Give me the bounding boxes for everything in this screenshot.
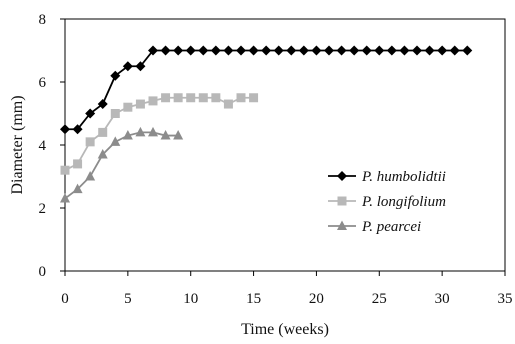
x-tick-label: 30 <box>435 291 450 307</box>
legend-item: P. humbolidtii <box>328 169 446 185</box>
y-tick-label: 8 <box>39 12 47 28</box>
data-point <box>261 45 272 56</box>
data-point <box>148 96 158 106</box>
data-point <box>110 70 121 81</box>
y-axis: 0 2 4 6 8 <box>39 12 65 280</box>
x-tick-label: 15 <box>246 291 261 307</box>
data-point <box>424 45 435 56</box>
data-point <box>85 171 96 181</box>
data-point <box>85 137 95 147</box>
data-point <box>173 93 183 103</box>
data-point <box>135 99 145 109</box>
series-2 <box>60 93 259 175</box>
legend: P. humbolidtii P. longifolium P. pearcei <box>328 169 446 235</box>
data-point <box>161 93 171 103</box>
data-point <box>286 45 297 56</box>
x-tick-label: 35 <box>498 291 513 307</box>
data-point <box>97 99 108 110</box>
data-point <box>72 124 83 135</box>
x-tick-label: 25 <box>372 291 387 307</box>
data-point <box>122 61 133 72</box>
data-point <box>437 45 448 56</box>
data-point <box>85 108 96 119</box>
data-point <box>273 45 284 56</box>
legend-item: P. longifolium <box>328 194 446 210</box>
data-point <box>211 93 221 103</box>
data-point <box>98 127 108 137</box>
data-point <box>236 93 246 103</box>
data-point <box>236 45 246 56</box>
data-point <box>198 93 208 103</box>
data-point <box>73 159 83 169</box>
data-point <box>249 93 259 103</box>
data-point <box>148 45 158 56</box>
data-point <box>160 130 171 140</box>
y-tick-label: 4 <box>39 138 47 154</box>
data-point <box>148 126 158 137</box>
x-tick-label: 0 <box>61 291 69 307</box>
x-tick-label: 10 <box>183 291 198 307</box>
data-point <box>160 45 171 56</box>
data-point <box>349 45 360 56</box>
y-tick-label: 6 <box>39 75 47 91</box>
data-point <box>186 93 196 103</box>
series-1 <box>60 45 473 135</box>
legend-label: P. longifolium <box>361 194 446 210</box>
data-point <box>60 165 70 175</box>
data-point <box>110 109 120 118</box>
series-line <box>64 96 254 172</box>
data-point <box>110 136 121 146</box>
data-point <box>311 45 322 56</box>
data-point <box>399 45 410 56</box>
series-3 <box>60 126 184 203</box>
data-point <box>223 99 233 109</box>
data-point <box>173 45 184 56</box>
data-point <box>462 45 473 56</box>
data-point <box>198 45 209 56</box>
data-point <box>248 45 259 56</box>
legend-label: P. pearcei <box>361 219 421 235</box>
x-tick-label: 20 <box>309 291 324 307</box>
y-tick-label: 0 <box>39 264 47 280</box>
plot-frame <box>64 18 506 272</box>
data-point <box>60 124 70 135</box>
y-axis-title: Diameter (mm) <box>9 95 26 194</box>
data-point <box>223 45 234 56</box>
data-point <box>336 45 347 56</box>
data-point <box>210 45 221 56</box>
legend-label: P. humbolidtii <box>361 169 446 185</box>
data-point <box>60 193 70 203</box>
series-layer <box>60 45 473 203</box>
legend-marker <box>337 171 347 181</box>
data-point <box>173 130 184 140</box>
data-point <box>185 45 196 56</box>
data-point <box>123 102 133 112</box>
data-point <box>374 45 385 56</box>
x-axis: 0 5 10 15 20 25 30 35 <box>61 271 513 307</box>
data-point <box>135 61 146 72</box>
series-line <box>65 49 468 131</box>
series-line <box>64 131 179 200</box>
data-point <box>386 45 397 56</box>
legend-marker <box>337 196 347 206</box>
data-point <box>412 45 422 56</box>
x-axis-title: Time (weeks) <box>241 321 329 338</box>
data-point <box>449 45 460 56</box>
data-point <box>122 130 133 140</box>
data-point <box>72 183 83 194</box>
data-point <box>324 45 334 56</box>
data-point <box>97 148 108 159</box>
legend-item: P. pearcei <box>328 219 421 235</box>
x-tick-label: 5 <box>124 291 132 307</box>
plot-area-border <box>64 18 506 272</box>
legend-marker <box>337 220 347 230</box>
data-point <box>298 45 309 56</box>
data-point <box>135 126 146 137</box>
y-tick-label: 2 <box>39 201 47 217</box>
data-point <box>361 45 372 56</box>
